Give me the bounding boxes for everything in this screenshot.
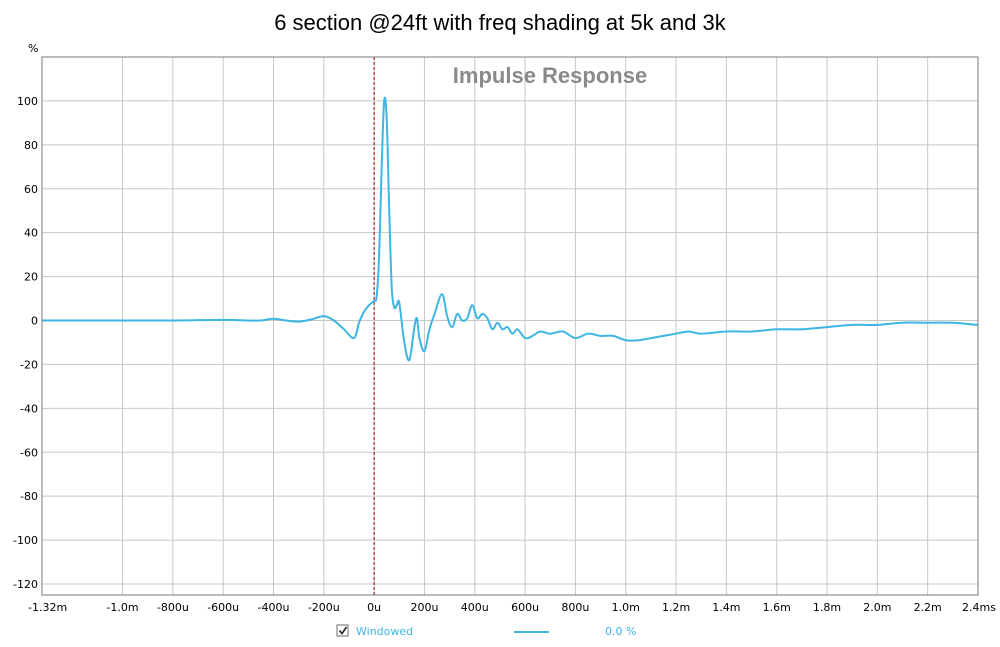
legend-value: 0.0 %	[605, 625, 636, 638]
x-tick-label: -400u	[258, 601, 290, 614]
grid-lines	[41, 57, 979, 595]
y-tick-label: -120	[13, 578, 38, 591]
y-tick-label: -20	[20, 358, 38, 371]
x-tick-label: 1.8m	[813, 601, 841, 614]
y-tick-label: 100	[17, 95, 38, 108]
x-tick-label: -800u	[157, 601, 189, 614]
y-tick-label: -100	[13, 534, 38, 547]
y-axis-unit-label: %	[28, 42, 38, 55]
y-axis-ticks: 100 80 60 40 20 0 -20 -40 -60 -80 -100 -120	[13, 95, 38, 591]
y-tick-label: 60	[24, 183, 38, 196]
x-tick-label: -600u	[207, 601, 239, 614]
windowed-checkbox[interactable]	[336, 624, 349, 637]
x-tick-label: -200u	[308, 601, 340, 614]
x-tick-label: 1.6m	[763, 601, 791, 614]
y-tick-label: -40	[20, 402, 38, 415]
x-tick-label: 200u	[410, 601, 438, 614]
plot-area: Impulse Response	[41, 56, 979, 596]
x-tick-label: 1.2m	[662, 601, 690, 614]
y-tick-label: 80	[24, 139, 38, 152]
x-tick-label: 2.2m	[914, 601, 942, 614]
inner-chart-title: Impulse Response	[453, 63, 647, 88]
y-tick-label: 20	[24, 271, 38, 284]
y-tick-label: -60	[20, 446, 38, 459]
checkmark-icon	[338, 626, 348, 635]
y-tick-label: -80	[20, 490, 38, 503]
legend-label: Windowed	[356, 625, 413, 638]
chart-title: 6 section @24ft with freq shading at 5k …	[274, 10, 727, 35]
x-tick-label: 800u	[561, 601, 589, 614]
x-tick-label: -1.32m	[28, 601, 67, 614]
y-tick-label: 0	[31, 315, 38, 328]
legend: Windowed 0.0 %	[336, 624, 636, 638]
plot-background	[42, 57, 978, 595]
x-tick-label: 2.0m	[863, 601, 891, 614]
series-line-windowed	[42, 96, 979, 362]
x-tick-label: -1.0m	[106, 601, 138, 614]
x-tick-label: 600u	[511, 601, 539, 614]
x-tick-label: 0u	[367, 601, 381, 614]
x-tick-label: 1.0m	[612, 601, 640, 614]
plot-frame	[41, 56, 979, 596]
x-tick-label: 1.4m	[712, 601, 740, 614]
x-axis-ticks: -1.32m -1.0m -800u -600u -400u -200u 0u 200u 400…	[28, 601, 996, 614]
y-tick-label: 40	[24, 227, 38, 240]
x-tick-label: 400u	[461, 601, 489, 614]
x-tick-label: 2.4ms	[962, 601, 996, 614]
